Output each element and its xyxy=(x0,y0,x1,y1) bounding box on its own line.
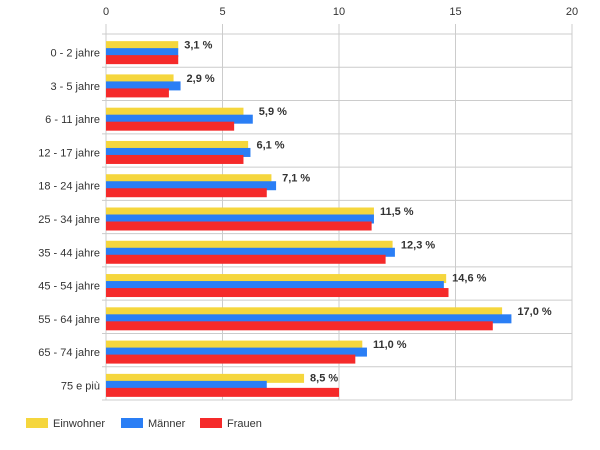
category-label: 65 - 74 jahre xyxy=(38,347,100,359)
data-label: 17,0 % xyxy=(517,306,551,318)
data-label: 8,5 % xyxy=(310,372,338,384)
bar-männer-0 xyxy=(106,48,179,58)
bar-einwohner-9 xyxy=(106,340,363,350)
data-label: 14,6 % xyxy=(452,273,486,285)
bar-frauen-8 xyxy=(106,321,493,331)
category-label: 35 - 44 jahre xyxy=(38,247,100,259)
category-label: 55 - 64 jahre xyxy=(38,314,100,326)
legend-swatch-einwohner xyxy=(26,418,48,428)
x-tick-label: 0 xyxy=(103,6,109,18)
data-labels: 3,1 % 2,9 % 5,9 % 6,1 % 7,1 % 11,5 % 12,3 % 14,… xyxy=(184,40,552,385)
bar-männer-4 xyxy=(106,181,277,191)
bar-männer-1 xyxy=(106,81,181,91)
category-label: 25 - 34 jahre xyxy=(38,214,100,226)
bar-frauen-1 xyxy=(106,88,169,98)
data-label: 3,1 % xyxy=(184,40,212,52)
bar-einwohner-6 xyxy=(106,240,393,250)
data-label: 12,3 % xyxy=(401,239,435,251)
bar-einwohner-3 xyxy=(106,140,249,150)
legend: Einwohner Männer Frauen xyxy=(26,418,262,430)
bar-männer-8 xyxy=(106,314,512,324)
bar-einwohner-8 xyxy=(106,307,503,317)
category-label: 0 - 2 jahre xyxy=(50,48,100,60)
legend-swatch-männer xyxy=(121,418,143,428)
data-label: 7,1 % xyxy=(282,173,310,185)
bar-frauen-9 xyxy=(106,354,356,364)
data-label: 6,1 % xyxy=(256,139,284,151)
bar-einwohner-1 xyxy=(106,74,174,84)
category-label: 3 - 5 jahre xyxy=(50,81,100,93)
bar-frauen-6 xyxy=(106,254,386,264)
bar-frauen-0 xyxy=(106,55,179,65)
legend-swatch-frauen xyxy=(200,418,222,428)
bar-männer-7 xyxy=(106,281,444,291)
bar-männer-10 xyxy=(106,380,267,390)
bar-männer-5 xyxy=(106,214,374,224)
x-axis-ticks: 0 5 10 15 20 xyxy=(103,6,578,18)
bar-frauen-3 xyxy=(106,154,244,164)
bar-einwohner-2 xyxy=(106,107,244,117)
category-label: 12 - 17 jahre xyxy=(38,147,100,159)
bar-männer-3 xyxy=(106,147,251,157)
gridlines xyxy=(102,24,573,401)
data-label: 11,0 % xyxy=(373,339,407,351)
bar-frauen-4 xyxy=(106,188,267,198)
legend-label: Frauen xyxy=(227,418,262,430)
bar-frauen-10 xyxy=(106,387,339,397)
bar-einwohner-4 xyxy=(106,174,272,184)
bar-frauen-2 xyxy=(106,121,235,131)
bar-einwohner-5 xyxy=(106,207,374,217)
data-label: 5,9 % xyxy=(259,106,287,118)
category-label: 75 e più xyxy=(61,380,100,392)
category-label: 6 - 11 jahre xyxy=(45,114,100,126)
bar-männer-6 xyxy=(106,247,395,257)
x-tick-label: 5 xyxy=(219,6,225,18)
bars xyxy=(106,41,512,397)
bar-frauen-7 xyxy=(106,288,449,298)
data-label: 2,9 % xyxy=(187,73,215,85)
category-label: 45 - 54 jahre xyxy=(38,281,100,293)
bar-männer-9 xyxy=(106,347,367,357)
bar-einwohner-0 xyxy=(106,41,179,51)
data-label: 11,5 % xyxy=(380,206,414,218)
x-tick-label: 20 xyxy=(566,6,578,18)
category-label: 18 - 24 jahre xyxy=(38,181,100,193)
bar-einwohner-7 xyxy=(106,274,447,284)
bar-frauen-5 xyxy=(106,221,372,231)
legend-label: Einwohner xyxy=(53,418,105,430)
legend-label: Männer xyxy=(148,418,186,430)
x-tick-label: 15 xyxy=(449,6,461,18)
y-axis-categories: 0 - 2 jahre 3 - 5 jahre 6 - 11 jahre 12 - 1… xyxy=(38,48,100,393)
x-tick-label: 10 xyxy=(333,6,345,18)
bar-männer-2 xyxy=(106,114,253,124)
bar-einwohner-10 xyxy=(106,373,305,383)
